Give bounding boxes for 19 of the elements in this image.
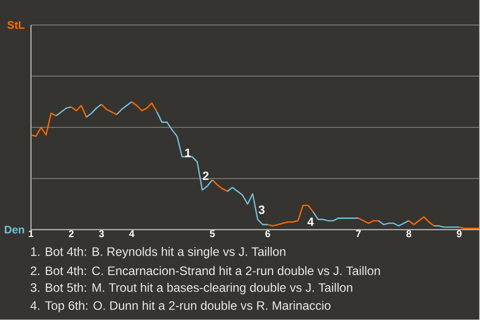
annotation: 1 bbox=[185, 148, 191, 158]
x-tick-label: 8 bbox=[406, 230, 412, 238]
x-tick-label: 4 bbox=[129, 230, 134, 238]
x-tick-label: 9 bbox=[456, 230, 462, 238]
annotation: 3 bbox=[258, 206, 265, 214]
x-tick-label: 3 bbox=[98, 230, 104, 238]
x-tick-label: 7 bbox=[356, 230, 361, 238]
text: 3. Bot 5th: M. Trout hit a bases-clearing double vs J. Taillon bbox=[30, 283, 352, 295]
text: Den bbox=[4, 226, 24, 234]
x-tick-label: 2 bbox=[68, 230, 74, 238]
text: 1. Bot 4th: B. Reynolds hit a single vs J. Taillon bbox=[31, 247, 286, 259]
annotation: 4 bbox=[307, 218, 314, 226]
annotation: 2 bbox=[202, 172, 209, 180]
text: StL bbox=[7, 21, 24, 30]
text: 4. Top 6th: O. Dunn hit a 2-run double vs R. Marinaccio bbox=[30, 301, 330, 313]
text: 2. Bot 4th: C. Encarnacion-Strand hit a 2-run double vs J. Taillon bbox=[30, 266, 380, 276]
x-tick-label: 6 bbox=[265, 230, 270, 238]
x-tick-label: 1 bbox=[28, 230, 34, 238]
x-tick-label: 5 bbox=[210, 230, 215, 238]
